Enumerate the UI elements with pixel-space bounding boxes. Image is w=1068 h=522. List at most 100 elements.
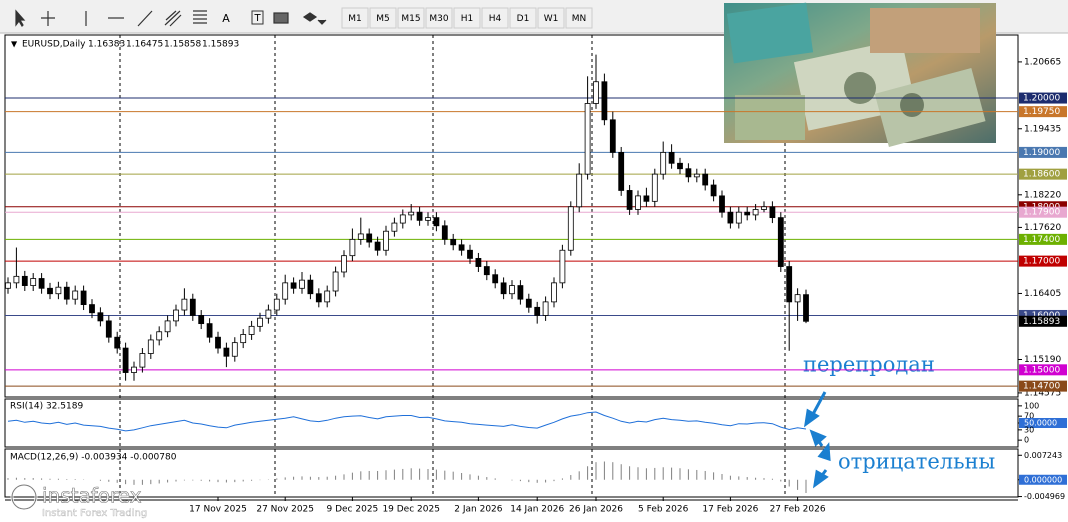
watermark-tagline: Instant Forex Trading <box>42 508 147 519</box>
rsi-tick-label: 0 <box>1024 436 1029 445</box>
macd-tick-label: -0.004969 <box>1024 492 1065 501</box>
timeframe-label[interactable]: M30 <box>429 14 448 24</box>
candle-body <box>122 347 129 373</box>
timeframe-label[interactable]: M1 <box>348 14 362 24</box>
candle-body <box>248 325 255 335</box>
candle-body <box>769 206 776 219</box>
level-tag <box>1019 233 1067 245</box>
timeframe-label[interactable]: M15 <box>401 14 420 24</box>
level-label: 1.18600 <box>1023 170 1060 180</box>
annotation: перепродан <box>803 353 935 377</box>
watermark-brand: instaforex <box>42 484 142 508</box>
price-label: 1.15893 <box>1023 317 1060 327</box>
banknote-image <box>724 2 996 147</box>
candle-body <box>677 162 683 170</box>
ohlc-value: 1.16383 <box>88 40 125 50</box>
candle-body <box>601 81 608 121</box>
y-tick-label: 1.14575 <box>1024 388 1061 398</box>
timeframe-label[interactable]: H4 <box>489 14 502 24</box>
candle-body <box>89 304 95 314</box>
candle-body <box>433 217 440 227</box>
candle-body <box>357 233 364 240</box>
candle-body <box>332 271 339 292</box>
annotation: отрицательны <box>838 450 995 474</box>
timeframe-button[interactable] <box>397 7 425 29</box>
x-tick-label: 17 Feb 2026 <box>702 505 758 515</box>
candle-body <box>282 282 289 300</box>
candle-body <box>408 211 415 216</box>
macd-tick-label: 0.007243 <box>1024 451 1062 460</box>
candle-body <box>189 298 196 316</box>
candle-body <box>542 301 549 316</box>
candle-body <box>114 336 121 349</box>
x-tick-label: 14 Jan 2026 <box>510 505 564 515</box>
candle-body <box>744 211 751 216</box>
y-tick-label: 1.18220 <box>1024 190 1061 200</box>
timeframe-button[interactable] <box>425 7 453 29</box>
timeframe-button[interactable] <box>565 7 593 29</box>
candle-body <box>349 238 356 257</box>
candle-body <box>517 285 524 300</box>
x-tick-label: 26 Jan 2026 <box>569 505 623 515</box>
macd-tick-label: 0.000000 <box>1024 475 1062 484</box>
level-tag <box>1019 364 1067 376</box>
price-tag <box>1019 315 1067 327</box>
x-tick-label: 17 Nov 2025 <box>189 505 247 515</box>
candle-body <box>761 206 767 210</box>
timeframe-button[interactable] <box>453 7 481 29</box>
rsi-line <box>7 411 807 432</box>
candle-body <box>660 152 667 175</box>
symbol-arrow: ▼ <box>11 40 18 49</box>
macd-tag <box>1019 474 1067 485</box>
timeframe-button[interactable] <box>537 7 565 29</box>
timeframe-label[interactable]: D1 <box>517 14 530 24</box>
symbol: EURUSD,Daily <box>22 40 86 50</box>
level-label: 1.15000 <box>1023 365 1060 375</box>
candle-body <box>710 184 717 197</box>
candle-body <box>685 168 692 178</box>
candle-body <box>21 275 28 286</box>
level-tag <box>1019 168 1067 180</box>
level-tag <box>1019 92 1067 104</box>
candle-body <box>458 244 465 251</box>
timeframe-button[interactable] <box>369 7 397 29</box>
timeframe-label[interactable]: M5 <box>376 14 390 24</box>
level-tag <box>1019 206 1067 218</box>
candle-body <box>635 195 641 210</box>
x-tick-label: 5 Feb 2026 <box>638 505 689 515</box>
level-label: 1.20000 <box>1023 94 1060 104</box>
timeframe-button[interactable] <box>341 7 369 29</box>
candle-body <box>383 230 389 251</box>
y-tick-label: 1.20665 <box>1024 57 1061 67</box>
candle-body <box>618 152 625 191</box>
level-label: 1.17000 <box>1023 257 1060 267</box>
candle-body <box>416 211 423 221</box>
candle-body <box>475 257 482 267</box>
candle-body <box>156 331 163 341</box>
candle-body <box>450 238 457 246</box>
timeframe-label[interactable]: H1 <box>461 14 474 24</box>
candle-body <box>198 315 205 325</box>
candle-body <box>290 282 297 289</box>
tool-label[interactable]: A <box>222 12 230 25</box>
candle-body <box>559 249 566 284</box>
tool-label[interactable]: T <box>253 13 261 24</box>
timeframe-button[interactable] <box>509 7 537 29</box>
timeframe-button[interactable] <box>481 7 509 29</box>
timeframe-label[interactable]: W1 <box>544 14 559 24</box>
timeframe-label[interactable]: MN <box>572 14 587 24</box>
candle-body <box>752 209 759 216</box>
candle-body <box>643 195 650 202</box>
candle-body <box>105 320 112 338</box>
annotation-arrows <box>803 391 831 489</box>
candle-body <box>366 233 373 243</box>
level-tag <box>1019 106 1067 118</box>
watermark <box>10 483 38 511</box>
candle-body <box>147 339 154 354</box>
ohlc-header: 1.16383 1.16475 1.15858 1.15893 <box>88 40 239 50</box>
timeframes: M1 M5 M15 M30 H1 H4 D1 W1 MN <box>341 7 593 29</box>
x-tick-label: 19 Dec 2025 <box>382 505 440 515</box>
level-label: 1.19750 <box>1023 107 1060 117</box>
candle-body <box>324 290 331 303</box>
